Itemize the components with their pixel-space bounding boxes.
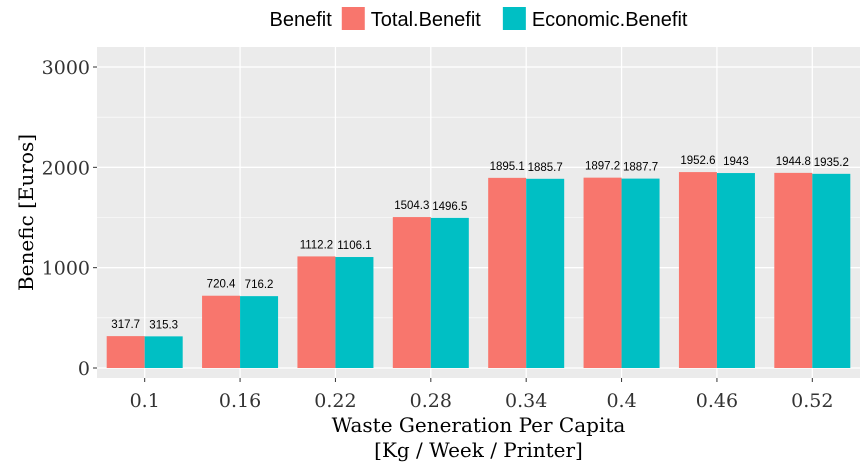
bar-economic-benefit	[526, 178, 565, 368]
x-axis-title-line1: Waste Generation Per Capita	[332, 413, 626, 437]
bar-economic-benefit	[812, 173, 851, 368]
bar-total-benefit	[392, 217, 431, 368]
bars	[106, 172, 851, 368]
legend-label: Economic.Benefit	[532, 9, 688, 31]
data-label: 1895.1	[490, 161, 525, 173]
bar-total-benefit	[488, 177, 527, 368]
y-tick-label: 0	[78, 358, 90, 380]
legend-swatch-economic-benefit	[502, 7, 526, 30]
data-labels: 317.7 315.3 720.4 716.2 1112.2 1106.1 1504.3 14…	[111, 155, 849, 331]
y-tick-label: 2000	[42, 157, 90, 179]
x-tick-label: 0.28	[410, 390, 452, 412]
y-tick-label: 3000	[42, 57, 90, 79]
x-axis: 0.1 0.16 0.22 0.28 0.34 0.4 0.46 0.52	[130, 378, 833, 412]
data-label: 1944.8	[776, 156, 811, 168]
legend: Benefit Total.Benefit Economic.Benefit	[270, 7, 688, 31]
data-label: 1496.5	[432, 201, 467, 213]
bar-total-benefit	[297, 256, 336, 368]
x-tick-label: 0.16	[219, 390, 261, 412]
legend-swatch-total-benefit	[341, 7, 365, 30]
x-axis-title-line2: [Kg / Week / Printer]	[374, 438, 583, 462]
data-label: 315.3	[149, 319, 178, 331]
data-label: 1112.2	[300, 239, 333, 251]
data-label: 1885.7	[528, 162, 563, 174]
legend-label: Total.Benefit	[371, 9, 482, 31]
data-label: 1935.2	[814, 157, 849, 169]
x-tick-label: 0.34	[505, 390, 547, 412]
data-label: 1106.1	[337, 240, 371, 252]
data-label: 720.4	[207, 279, 236, 291]
legend-title: Benefit	[270, 9, 333, 31]
data-label: 716.2	[245, 279, 274, 291]
y-axis-title: Benefic [Euros]	[14, 134, 38, 291]
y-axis: 0 1000 2000 3000	[42, 57, 97, 380]
data-label: 1952.6	[680, 155, 715, 167]
x-tick-label: 0.52	[791, 390, 833, 412]
bar-total-benefit	[583, 177, 622, 368]
x-tick-label: 0.4	[606, 390, 636, 412]
bar-total-benefit	[106, 336, 145, 368]
bar-total-benefit	[774, 172, 813, 368]
data-label: 317.7	[111, 319, 140, 331]
bar-total-benefit	[678, 172, 717, 368]
bar-economic-benefit	[240, 296, 279, 368]
x-tick-label: 0.46	[696, 390, 738, 412]
x-tick-label: 0.22	[314, 390, 356, 412]
bar-economic-benefit	[621, 178, 660, 368]
bar-economic-benefit	[335, 257, 374, 368]
y-tick-label: 1000	[42, 258, 90, 280]
data-label: 1504.3	[394, 200, 429, 212]
bar-economic-benefit	[716, 173, 755, 368]
data-label: 1887.7	[623, 162, 658, 174]
bar-economic-benefit	[144, 336, 183, 368]
bar-economic-benefit	[430, 217, 469, 368]
data-label: 1897.2	[585, 161, 620, 173]
data-label: 1943	[723, 156, 749, 168]
bar-total-benefit	[202, 295, 241, 368]
x-tick-label: 0.1	[130, 390, 160, 412]
